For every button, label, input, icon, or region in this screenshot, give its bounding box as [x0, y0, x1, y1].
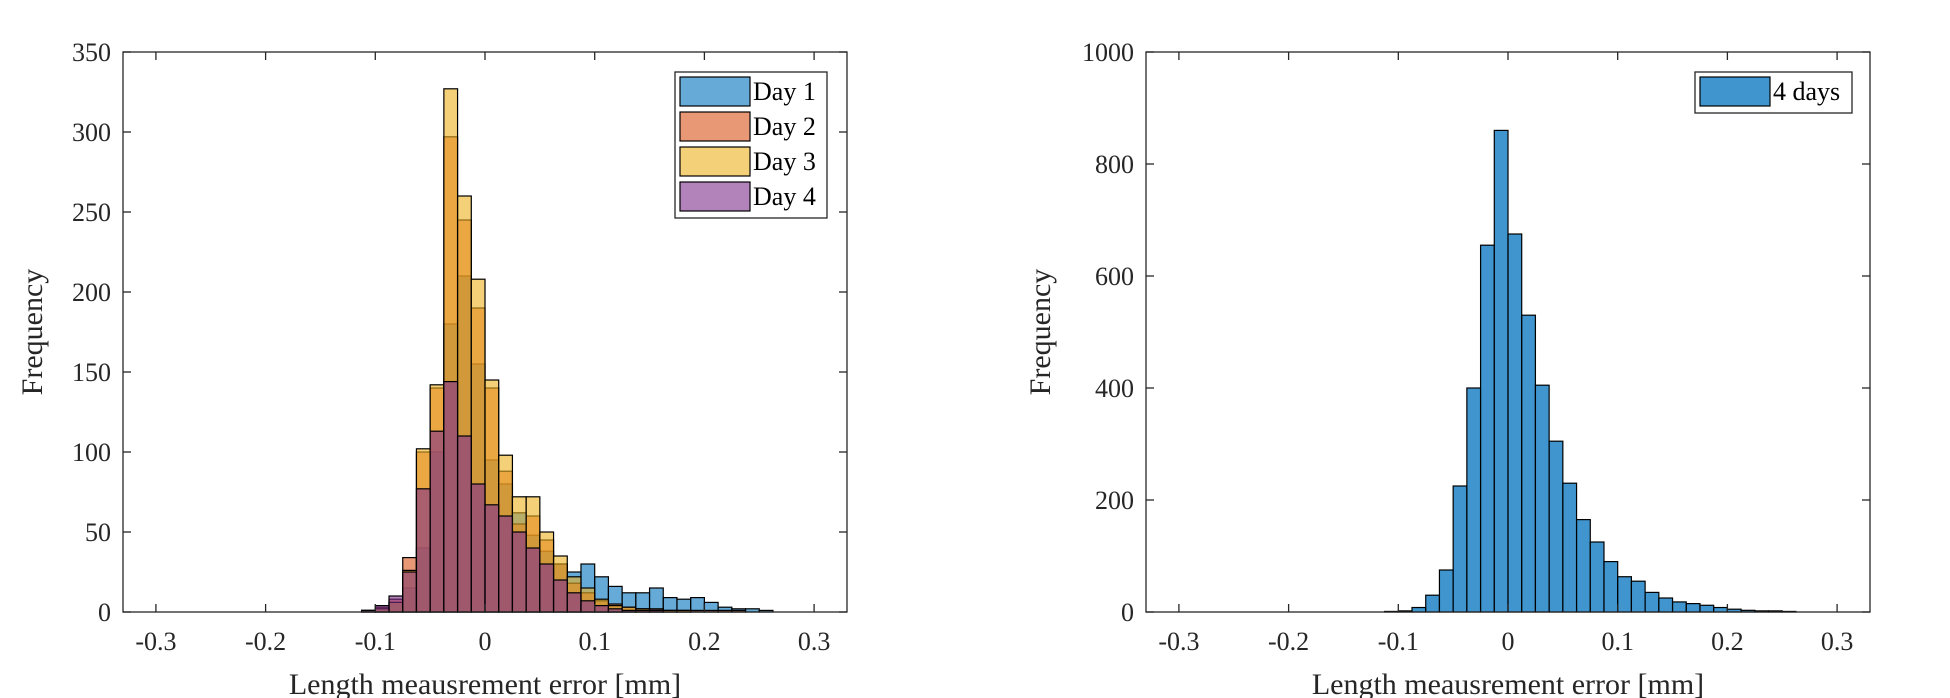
y-tick-label: 200 — [1095, 486, 1134, 515]
legend-swatch — [1699, 76, 1771, 107]
y-tick-label: 300 — [72, 118, 111, 147]
y-axis-label: Frequency — [16, 269, 49, 396]
histogram-bar — [594, 604, 610, 613]
histogram-bar — [1617, 576, 1633, 613]
histogram-bar — [552, 579, 568, 613]
y-tick-label: 150 — [72, 358, 111, 387]
legend-swatch — [679, 76, 751, 107]
histogram-bar — [1671, 601, 1687, 613]
x-tick-label: 0.3 — [798, 627, 831, 656]
histogram-bar — [498, 515, 514, 613]
histogram-bar — [525, 547, 541, 613]
x-tick-label: 0.1 — [1601, 627, 1634, 656]
legend: Day 1 Day 2 Day 3 Day 4 — [674, 71, 828, 219]
histogram-bar — [456, 435, 472, 613]
histogram-bar — [1630, 580, 1646, 613]
histogram-bar — [1466, 387, 1482, 613]
legend-swatch — [679, 111, 751, 142]
legend-label: Day 4 — [753, 182, 816, 211]
chart-2: -0.3 -0.2 -0.1 0 0.1 0.2 0.3 0 200 400 600 800 1000 L… — [1024, 38, 1871, 698]
histogram-bar — [1452, 485, 1468, 613]
y-tick-label: 200 — [72, 278, 111, 307]
histogram-bar — [1438, 569, 1454, 613]
histogram-bar — [1521, 314, 1537, 613]
histogram-bar — [415, 488, 431, 613]
histogram-bar — [470, 483, 486, 613]
histogram-bar — [1548, 440, 1564, 613]
series-day-4 — [360, 381, 664, 613]
y-tick-label: 350 — [72, 38, 111, 67]
legend-swatch — [679, 181, 751, 212]
x-tick-label: 0.1 — [578, 627, 611, 656]
histogram-bar — [1493, 129, 1509, 613]
x-axis-label: Length meausrement error [mm] — [1312, 668, 1704, 698]
legend-label: Day 3 — [753, 147, 816, 176]
histogram-bar — [511, 531, 527, 613]
histogram-bar — [1713, 606, 1728, 613]
histogram-bar — [388, 595, 404, 613]
x-tick-label: 0.2 — [688, 627, 721, 656]
histogram-bar — [402, 571, 418, 613]
legend-label: Day 2 — [753, 112, 816, 141]
histogram-bar — [1699, 604, 1715, 613]
x-tick-label: -0.3 — [1158, 627, 1199, 656]
y-tick-label: 0 — [1121, 598, 1134, 627]
y-tick-label: 800 — [1095, 150, 1134, 179]
histogram-bar — [429, 430, 445, 613]
histogram-bar — [374, 604, 390, 613]
x-tick-label: -0.2 — [1268, 627, 1309, 656]
histogram-bar — [1425, 594, 1441, 613]
legend-label: Day 1 — [753, 77, 816, 106]
histogram-bar — [539, 563, 555, 613]
histogram-bar — [1685, 602, 1701, 613]
histogram-bar — [1589, 541, 1605, 613]
x-tick-label: 0 — [479, 627, 492, 656]
y-tick-label: 100 — [72, 438, 111, 467]
x-tick-label: -0.3 — [135, 627, 176, 656]
histogram-bar — [1644, 591, 1660, 613]
histogram-bar — [1411, 606, 1427, 613]
y-tick-label: 400 — [1095, 374, 1134, 403]
histogram-bar — [1507, 233, 1523, 613]
y-axis-label: Frequency — [1024, 269, 1057, 396]
histogram-bar — [443, 381, 459, 613]
histogram-bar — [1603, 560, 1619, 613]
legend-swatch — [679, 146, 751, 177]
y-tick-label: 250 — [72, 198, 111, 227]
y-tick-label: 50 — [85, 518, 111, 547]
histogram-bar — [580, 600, 596, 613]
y-tick-label: 600 — [1095, 262, 1134, 291]
histogram-bar — [1562, 482, 1578, 613]
x-tick-label: -0.1 — [1378, 627, 1419, 656]
legend-label: 4 days — [1773, 77, 1840, 106]
legend: 4 days — [1694, 71, 1853, 114]
x-axis-label: Length meausrement error [mm] — [289, 668, 681, 698]
x-tick-label: 0 — [1502, 627, 1515, 656]
x-tick-label: -0.1 — [355, 627, 396, 656]
x-tick-label: -0.2 — [245, 627, 286, 656]
y-tick-label: 1000 — [1082, 38, 1134, 67]
histogram-bar — [484, 504, 500, 613]
chart-1: -0.3 -0.2 -0.1 0 0.1 0.2 0.3 0 50 100 150 200 250 300… — [16, 38, 848, 698]
histogram-bar — [1575, 518, 1591, 613]
histogram-bar — [1534, 384, 1550, 613]
histogram-bar — [1658, 597, 1674, 613]
histogram-bar — [1479, 244, 1495, 613]
histogram-bar — [566, 592, 582, 613]
x-tick-label: 0.2 — [1711, 627, 1744, 656]
y-tick-label: 0 — [98, 598, 111, 627]
x-tick-label: 0.3 — [1821, 627, 1854, 656]
series-4-days — [1383, 129, 1797, 613]
